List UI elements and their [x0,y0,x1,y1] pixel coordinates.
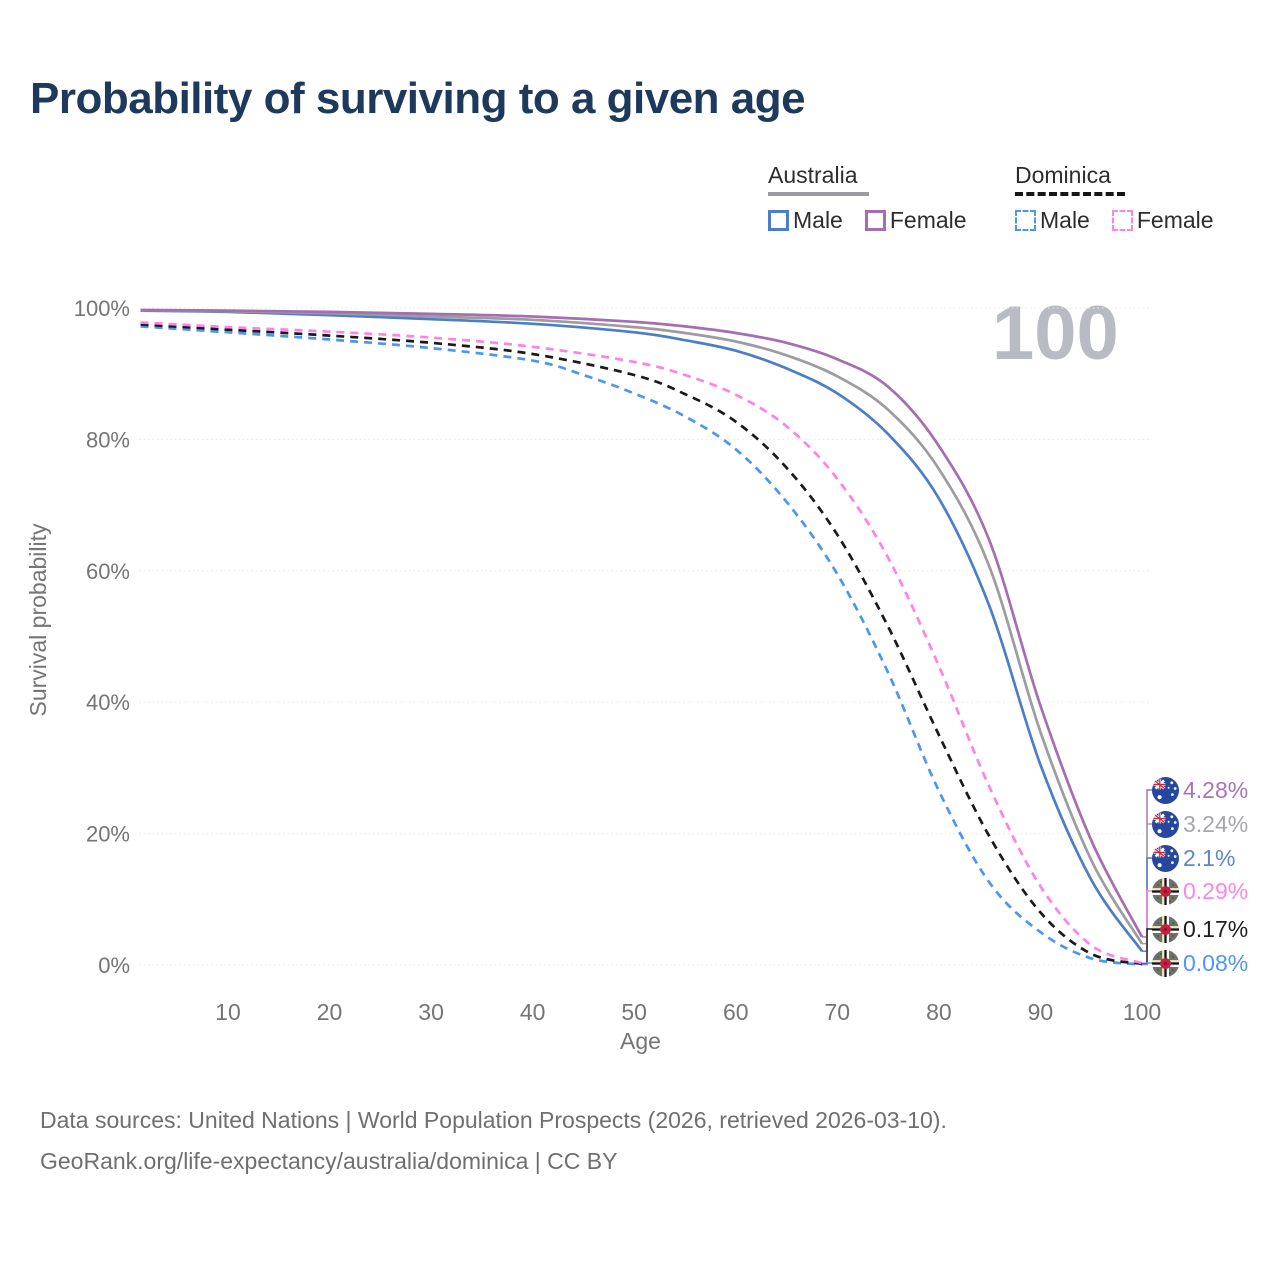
australia-flag-icon [1152,810,1179,838]
x-tick-10: 10 [215,999,241,1025]
legend-dominica-female-label[interactable]: Female [1136,207,1214,233]
series-line-dominica-male [140,325,1143,966]
dominica-flag-icon [1152,949,1179,977]
y-tick-100: 100% [74,296,130,321]
footer: Data sources: United Nations | World Pop… [40,1100,947,1182]
y-tick-0: 0% [98,953,130,978]
end-label-value: 0.08% [1183,949,1249,976]
end-label-row-dominica: 0.08% [1152,949,1248,977]
series-line-australia-both-sexes [140,308,1144,945]
end-label-value: 2.1% [1183,844,1236,871]
legend-australia: Australia Male Female [768,162,989,234]
end-label-value: 4.28% [1183,776,1249,803]
end-label-connector [1142,928,1152,965]
legend-swatch-dominica-male[interactable] [1015,210,1036,231]
end-label-value: 3.24% [1183,810,1249,837]
legend-australia-male-label[interactable]: Male [793,207,843,233]
legend-swatch-dominica-female[interactable] [1111,210,1133,231]
y-tick-40: 40% [86,690,130,715]
legend-australia-label[interactable]: Australia [768,162,858,188]
x-tick-90: 90 [1028,999,1054,1025]
x-axis-title: Age [620,1028,661,1054]
end-label-connector [1142,890,1152,964]
end-label-row-australia: 4.28% [1152,776,1248,804]
legend-dominica-label[interactable]: Dominica [1015,162,1111,188]
y-tick-60: 60% [86,559,130,584]
end-label-row-australia: 3.24% [1152,810,1248,838]
x-tick-80: 80 [926,999,952,1025]
end-label-row-australia: 2.1% [1152,844,1235,872]
x-tick-70: 70 [825,999,851,1025]
footer-sources-line: Data sources: United Nations | World Pop… [40,1107,947,1133]
legend-dominica-underline [1015,192,1125,196]
legend-swatch-australia-male[interactable] [768,210,789,231]
x-tick-30: 30 [418,999,444,1025]
x-tick-50: 50 [621,999,647,1025]
x-tick-100: 100 [1123,999,1161,1025]
age-frame-watermark: 100 [992,291,1119,376]
y-tick-20: 20% [86,822,130,847]
legend-swatch-australia-female[interactable] [864,210,886,231]
chart-title: Probability of surviving to a given age [30,74,806,123]
x-tick-40: 40 [520,999,546,1025]
australia-flag-icon [1152,844,1179,872]
legend-australia-underline [768,192,869,196]
series-line-australia-female [140,308,1144,938]
y-axis-title: Survival probability [25,523,51,717]
series-line-dominica-female [140,321,1143,965]
dominica-flag-icon [1152,915,1179,943]
series-line-dominica-both-sexes [140,323,1143,966]
legend-dominica-male-label[interactable]: Male [1040,207,1090,233]
y-tick-80: 80% [86,427,130,452]
end-label-value: 0.29% [1183,877,1249,904]
footer-attribution-line: GeoRank.org/life-expectancy/australia/do… [40,1148,618,1174]
end-label-row-dominica: 0.29% [1152,877,1248,905]
x-tick-60: 60 [723,999,749,1025]
end-label-row-dominica: 0.17% [1152,915,1248,943]
end-label-connector [1142,962,1152,966]
legend-australia-female-label[interactable]: Female [889,207,967,233]
dominica-flag-icon [1152,877,1179,905]
x-tick-20: 20 [317,999,343,1025]
series-line-australia-male [140,309,1144,952]
end-label-value: 0.17% [1183,915,1249,942]
legend-dominica: Dominica Male Female [1015,162,1236,234]
australia-flag-icon [1152,776,1179,804]
